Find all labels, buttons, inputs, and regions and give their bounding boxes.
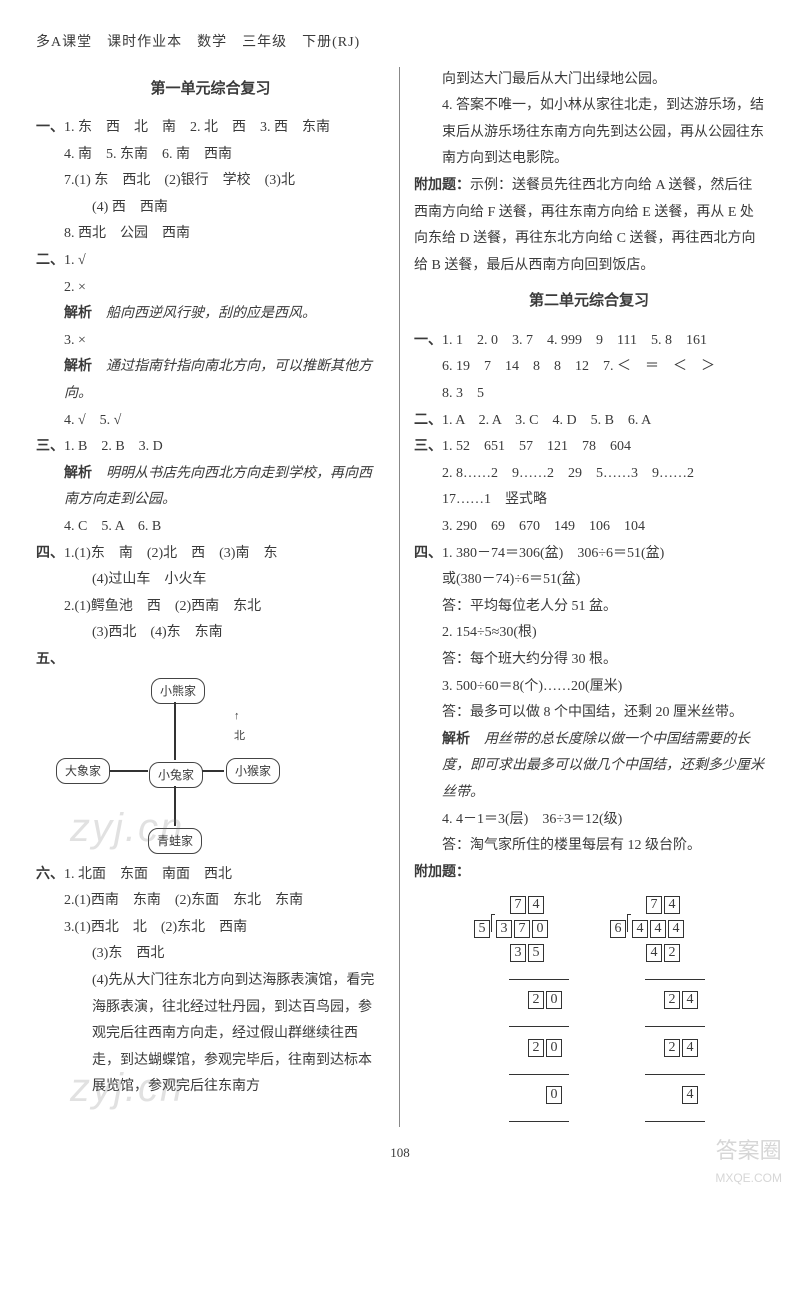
sec3-line1: 1. B 2. B 3. D <box>64 434 385 461</box>
sec2: 二、 1. √ <box>36 248 385 275</box>
u2s4-line1b: 或(380－74)÷6＝51(盆) <box>414 567 764 594</box>
sec1-line2: 4. 南 5. 东南 6. 南 西南 <box>36 142 385 169</box>
sec6: 六、 1. 北面 东面 南面 西北 <box>36 862 385 889</box>
u2s1-label: 一、 <box>414 328 442 355</box>
node-elephant: 大象家 <box>56 758 110 785</box>
sec4-line4: (3)西北 (4)东 东南 <box>36 620 385 647</box>
sec5-label: 五、 <box>36 647 64 674</box>
page-header: 多A课堂 课时作业本 数学 三年级 下册(RJ) <box>36 30 764 57</box>
u2s4-line2b: 答：每个班大约分得 30 根。 <box>414 647 764 674</box>
u2s3-line3: 3. 290 69 670 149 106 104 <box>414 514 764 541</box>
u2s4-line1c: 答：平均每位老人分 51 盆。 <box>414 594 764 621</box>
analysis-body: 船向西逆风行驶，刮的应是西风。 <box>92 306 316 321</box>
right-column: 向到达大门最后从大门出绿地公园。 4. 答案不唯一，如小林从家往北走，到达游乐场… <box>400 67 764 1127</box>
cont-line1: 向到达大门最后从大门出绿地公园。 <box>414 67 764 94</box>
node-rabbit: 小兔家 <box>149 762 203 789</box>
sec4-line3: 2.(1)鳄鱼池 西 (2)西南 东北 <box>36 594 385 621</box>
arrow-left-icon <box>110 770 148 772</box>
node-monkey: 小猴家 <box>226 758 280 785</box>
u2s3: 三、 1. 52 651 57 121 78 604 <box>414 434 764 461</box>
analysis-label: 解析 <box>442 732 470 747</box>
u2s4-line4: 4. 4－1＝3(层) 36÷3＝12(级) <box>414 807 764 834</box>
u2s4-line3: 3. 500÷60＝8(个)……20(厘米) <box>414 674 764 701</box>
ld-label: 附加题： <box>414 865 470 880</box>
two-column-layout: 第一单元综合复习 一、 1. 东 西 北 南 2. 北 西 3. 西 东南 4.… <box>36 67 764 1127</box>
page-number: 108 <box>36 1141 764 1166</box>
u2s4-line2: 2. 154÷5≈30(根) <box>414 620 764 647</box>
arrow-right-icon <box>202 770 224 772</box>
analysis-body: 用丝带的总长度除以做一个中国结需要的长度，即可求出最多可以做几个中国结，还剩多少… <box>442 732 764 800</box>
sec2-line2: 2. × <box>36 275 385 302</box>
analysis-label: 解析 <box>64 306 92 321</box>
sec1-label: 一、 <box>36 115 64 142</box>
sec3-line2: 4. C 5. A 6. B <box>36 514 385 541</box>
sec1-line3: 7.(1) 东 西北 (2)银行 学校 (3)北 <box>36 168 385 195</box>
u2s3-line2b: 17……1 竖式略 <box>414 487 764 514</box>
node-bear: 小熊家 <box>151 678 205 705</box>
analysis-label: 解析 <box>64 466 92 481</box>
node-frog: 青蛙家 <box>148 828 202 855</box>
u2s2-label: 二、 <box>414 408 442 435</box>
sec6-line4: (3)东 西北 <box>36 941 385 968</box>
sec5: 五、 <box>36 647 385 674</box>
sec1-line1: 1. 东 西 北 南 2. 北 西 3. 西 东南 <box>64 115 385 142</box>
u2s3-line1: 1. 52 651 57 121 78 604 <box>442 434 764 461</box>
sec6-line2: 2.(1)西南 东南 (2)东面 东北 东南 <box>36 888 385 915</box>
u2s4: 四、 1. 380－74＝306(盆) 306÷6＝51(盆) <box>414 541 764 568</box>
u2s4-line3b: 答：最多可以做 8 个中国结，还剩 20 厘米丝带。 <box>414 700 764 727</box>
sec4-label: 四、 <box>36 541 64 568</box>
sec6-line1: 1. 北面 东面 南面 西北 <box>64 862 385 889</box>
u2s3-line2: 2. 8……2 9……2 29 5……3 9……2 <box>414 461 764 488</box>
sec2-analysis2: 解析 船向西逆风行驶，刮的应是西风。 <box>36 301 385 328</box>
logo-bottom: MXQE.COM <box>715 1171 782 1185</box>
north-indicator: ↑北 <box>234 706 245 748</box>
left-column: 第一单元综合复习 一、 1. 东 西 北 南 2. 北 西 3. 西 东南 4.… <box>36 67 400 1127</box>
sec4-line1: 1.(1)东 南 (2)北 西 (3)南 东 <box>64 541 385 568</box>
u2s1-line2: 6. 19 7 14 8 8 12 7. ＜ ＝ ＜ ＞ <box>414 354 764 381</box>
arrow-up-icon <box>174 702 176 760</box>
sec4-line2: (4)过山车 小火车 <box>36 567 385 594</box>
sec2-line3: 3. × <box>36 328 385 355</box>
extra-label: 附加题： <box>414 178 470 193</box>
analysis-body: 明明从书店先向西北方向走到学校，再向西南方向走到公园。 <box>64 466 372 508</box>
u2s4-line1: 1. 380－74＝306(盆) 306÷6＝51(盆) <box>442 541 764 568</box>
unit2-title: 第二单元综合复习 <box>414 287 764 316</box>
sec6-label: 六、 <box>36 862 64 889</box>
extra-question: 附加题：示例：送餐员先往西北方向给 A 送餐，然后往西南方向给 F 送餐，再往东… <box>414 173 764 279</box>
u2s1-line1: 1. 1 2. 0 3. 7 4. 999 9 111 5. 8 161 <box>442 328 764 355</box>
unit1-title: 第一单元综合复习 <box>36 75 385 104</box>
u2s4-label: 四、 <box>414 541 442 568</box>
sec6-line3: 3.(1)西北 北 (2)东北 西南 <box>36 915 385 942</box>
sec1-line4: (4) 西 西南 <box>36 195 385 222</box>
u2s4-line4b: 答：淘气家所住的楼里每层有 12 级台阶。 <box>414 833 764 860</box>
u2s2: 二、 1. A 2. A 3. C 4. D 5. B 6. A <box>414 408 764 435</box>
sec2-analysis3: 解析 通过指南针指向南北方向，可以推断其他方向。 <box>36 354 385 407</box>
u2s4-analysis: 解析 用丝带的总长度除以做一个中国结需要的长度，即可求出最多可以做几个中国结，还… <box>414 727 764 807</box>
u2s1: 一、 1. 1 2. 0 3. 7 4. 999 9 111 5. 8 161 <box>414 328 764 355</box>
sec3-analysis1: 解析 明明从书店先向西北方向走到学校，再向西南方向走到公园。 <box>36 461 385 514</box>
sec2-line1: 1. √ <box>64 248 385 275</box>
sec3-label: 三、 <box>36 434 64 461</box>
cont-line2: 4. 答案不唯一，如小林从家往北走，到达游乐场，结束后从游乐场往东南方向先到达公… <box>414 93 764 173</box>
long-division-block: 附加题： 74537035202007464444224244 <box>414 860 764 1127</box>
sec1: 一、 1. 东 西 北 南 2. 北 西 3. 西 东南 <box>36 115 385 142</box>
u2s1-line3: 8. 3 5 <box>414 381 764 408</box>
u2s2-line1: 1. A 2. A 3. C 4. D 5. B 6. A <box>442 408 764 435</box>
arrow-down-icon <box>174 786 176 826</box>
sec2-label: 二、 <box>36 248 64 275</box>
analysis-label: 解析 <box>64 359 92 374</box>
sec2-line4: 4. √ 5. √ <box>36 408 385 435</box>
sec6-line5: (4)先从大门往东北方向到达海豚表演馆，看完海豚表演，往北经过牡丹园，到达百鸟园… <box>36 968 385 1101</box>
direction-diagram: 小熊家 大象家 小兔家 小猴家 青蛙家 ↑北 <box>56 678 276 858</box>
sec3: 三、 1. B 2. B 3. D <box>36 434 385 461</box>
u2s3-label: 三、 <box>414 434 442 461</box>
analysis-body: 通过指南针指向南北方向，可以推断其他方向。 <box>64 359 372 401</box>
sec1-line5: 8. 西北 公园 西南 <box>36 221 385 248</box>
sec4: 四、 1.(1)东 南 (2)北 西 (3)南 东 <box>36 541 385 568</box>
